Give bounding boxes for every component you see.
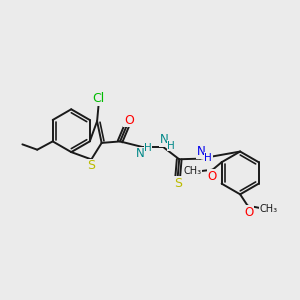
Text: O: O bbox=[208, 170, 217, 183]
Text: S: S bbox=[174, 176, 182, 190]
Text: H: H bbox=[167, 141, 175, 151]
Text: Cl: Cl bbox=[92, 92, 105, 106]
Text: O: O bbox=[124, 113, 134, 127]
Text: N: N bbox=[136, 147, 145, 161]
Text: S: S bbox=[87, 159, 95, 172]
Text: N: N bbox=[160, 133, 168, 146]
Text: O: O bbox=[244, 206, 254, 219]
Text: CH₃: CH₃ bbox=[259, 204, 278, 214]
Text: N: N bbox=[196, 145, 205, 158]
Text: CH₃: CH₃ bbox=[183, 166, 202, 176]
Text: H: H bbox=[144, 143, 152, 153]
Text: H: H bbox=[205, 153, 212, 163]
